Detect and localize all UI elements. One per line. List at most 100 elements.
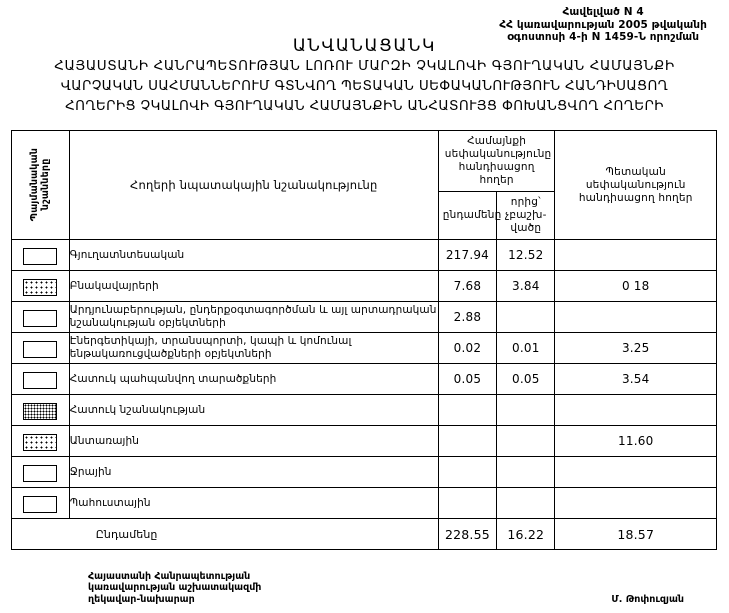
reference-line-3: օգոստոսի 4-ի N 1459-Ն որոշման [507,31,700,43]
value-state: 3.54 [554,363,717,395]
col-header-state-label: Պետական սեփականություն հանդիսացող հողեր [578,165,693,204]
col-header-total: ընդամենը [437,191,502,240]
table-row: Արդյունաբերության, ընդերքօգտագործման և ա… [11,301,717,333]
value-state: 11.60 [554,425,717,457]
subtitle-line-3: ՀՈՂԵՐԻՑ ՉԿԱԼՈՎԻ ԳՅՈՒՂԱԿԱՆ ՀԱՄԱՅՆՔԻՆ ԱՆՀԱ… [65,98,664,114]
legend-cell [11,270,70,302]
reference-block: Հավելված N 4 ՀՀ կառավարության 2005 թվակա… [499,6,707,44]
subtitle-line-1: ՀԱՅԱՍՏԱՆԻ ՀԱՆՐԱՊԵՏՈՒԹՅԱՆ ԼՈՌՈՒ ՄԱՐԶԻ ՉԿԱ… [54,58,675,74]
land-category-label: Բնակավայրերի [68,270,439,302]
legend-swatch-icon [23,371,58,389]
land-category-label: Հատուկ պահպանվող տարածքների [68,363,439,395]
value-state: 3.25 [554,332,717,364]
table-row: Բնակավայրերի 7.68 3.84 0 18 [11,270,717,302]
value-total: 2.88 [437,301,498,333]
signer-role-line-2: կառավարության աշխատակազմի [88,582,262,593]
legend-cell [11,456,70,488]
reference-line-1: Հավելված N 4 [562,6,644,18]
reference-line-2: ՀՀ կառավարության 2005 թվականի [499,18,707,31]
value-total [437,394,498,426]
value-undistributed [496,394,556,426]
legend-swatch-icon [23,433,58,451]
land-category-label: Արդյունաբերության, ընդերքօգտագործման և ա… [68,301,439,333]
land-category-label: Գյուղատնտեսական [68,239,439,271]
value-state [554,301,717,333]
land-allocation-table: Պայմանական նշանները Հողերի նպատակային նշ… [11,130,717,550]
value-state [554,239,717,271]
value-undistributed: 0.05 [496,363,556,395]
total-value-state: 18.57 [554,518,717,550]
col-header-community: Համայնքի սեփականությունը հանդիսացող հողե… [437,130,556,192]
value-undistributed [496,487,556,519]
value-total [437,487,498,519]
value-state [554,487,717,519]
col-header-name: Հողերի նպատակային նշանակությունը [68,130,439,240]
value-undistributed: 0.01 [496,332,556,364]
col-header-name-label: Հողերի նպատակային նշանակությունը [130,178,378,192]
legend-cell [11,239,70,271]
table-row: Ջրային [11,456,717,488]
total-value-undistributed: 16.22 [496,518,556,550]
table-body: Գյուղատնտեսական 217.94 12.52 Բնակավայրերի 7.… [11,239,717,550]
title-block: ԱՆՎԱՆԱՑԱՆԿ ՀԱՅԱՍՏԱՆԻ ՀԱՆՐԱՊԵՏՈՒԹՅԱՆ ԼՈՌՈ… [0,36,729,116]
value-total: 0.05 [437,363,498,395]
table-row: Պահուստային [11,487,717,519]
land-category-label: Պահուստային [68,487,439,519]
subtitle-line-2: ՎԱՐՉԱԿԱՆ ՍԱՀՄԱՆՆԵՐՈՒՄ ԳՏՆՎՈՂ ՊԵՏԱԿԱՆ ՍԵՓ… [60,78,669,94]
table-total-row: Ընդամենը 228.55 16.22 18.57 [11,518,717,550]
value-total: 7.68 [437,270,498,302]
land-category-label: Հատուկ նշանակության [68,394,439,426]
land-category-label: Անտառային [68,425,439,457]
value-undistributed [496,456,556,488]
table-header-row-2: ընդամենը որից՝ չբաշխ- վածը [12,191,717,240]
table-row: Հատուկ նշանակության [11,394,717,426]
col-header-total-label: ընդամենը [442,209,502,221]
col-header-signs: Պայմանական նշանները [11,130,70,240]
table-row: Անտառային 11.60 [11,425,717,457]
col-header-signs-label: Պայմանական նշանները [29,148,52,222]
value-undistributed [496,425,556,457]
value-undistributed: 12.52 [496,239,556,271]
legend-swatch-icon [23,340,58,358]
table-head: Պայմանական նշանները Հողերի նպատակային նշ… [11,130,717,240]
signature-block: Հայաստանի Հանրապետության կառավարության ա… [88,571,708,606]
legend-swatch-icon [23,464,58,482]
page-title: ԱՆՎԱՆԱՑԱՆԿ [292,36,437,56]
table-row: Հատուկ պահպանվող տարածքների 0.05 0.05 3.54 [11,363,717,395]
land-category-label: Էներգետիկայի, տրանսպորտի, կապի և կոմունա… [68,332,439,364]
legend-cell [11,301,70,333]
legend-cell [11,394,70,426]
col-header-state: Պետական սեփականություն հանդիսացող հողեր [554,130,717,240]
legend-cell-empty [11,518,70,550]
value-state [554,394,717,426]
value-undistributed [496,301,556,333]
signer-role-line-1: Հայաստանի Հանրապետության [88,570,251,582]
value-undistributed: 3.84 [496,270,556,302]
col-header-undistributed: որից՝ չբաշխ- վածը [496,191,556,240]
land-category-label: Ջրային [68,456,439,488]
col-header-undistributed-label: որից՝ չբաշխ- վածը [504,196,547,234]
legend-swatch-icon [23,247,58,265]
legend-swatch-icon [23,402,58,420]
value-state [554,456,717,488]
col-header-community-label: Համայնքի սեփականությունը հանդիսացող հողե… [444,135,552,186]
total-label: Ընդամենը [68,518,439,550]
value-total: 217.94 [437,239,498,271]
table-row: Գյուղատնտեսական 217.94 12.52 [11,239,717,271]
signature-row: ղեկավար-նախարար Մ. Թոփուզյան [88,594,708,606]
value-state: 0 18 [554,270,717,302]
signer-name: Մ. Թոփուզյան [611,593,684,605]
legend-cell [11,363,70,395]
signer-role-line-3: ղեկավար-նախարար [88,593,195,605]
legend-swatch-icon [23,309,58,327]
legend-cell [11,332,70,364]
value-total [437,456,498,488]
legend-cell [11,487,70,519]
value-total [437,425,498,457]
table-row: Էներգետիկայի, տրանսպորտի, կապի և կոմունա… [11,332,717,364]
table-header-row-1: Պայմանական նշանները Հողերի նպատակային նշ… [11,130,717,240]
value-total: 0.02 [437,332,498,364]
legend-swatch-icon [23,495,58,513]
legend-cell [11,425,70,457]
